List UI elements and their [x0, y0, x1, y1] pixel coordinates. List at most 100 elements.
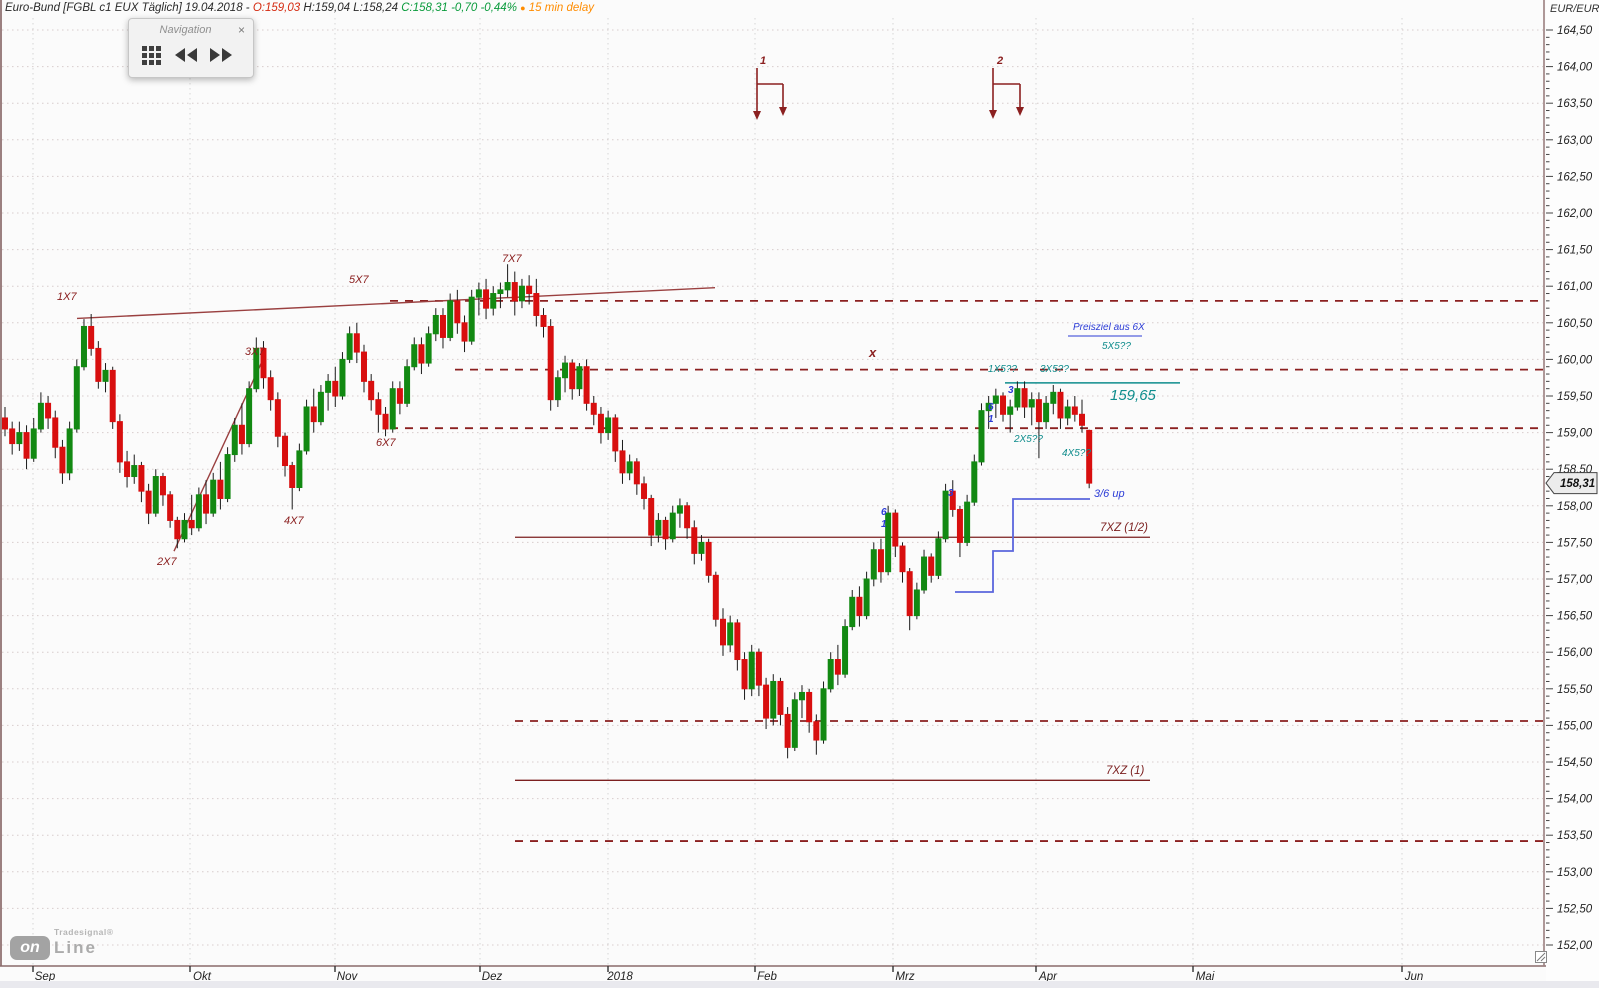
price-tick-label: 160,00 [1557, 354, 1593, 366]
candle-body [325, 380, 332, 393]
candle-body [131, 465, 138, 478]
candle-body [282, 435, 289, 467]
step-line-group: 3/6 up [955, 488, 1125, 593]
candle-body [684, 505, 691, 529]
x5-label: 4X5?? [1062, 448, 1091, 459]
candle-body [935, 538, 942, 576]
candle-body [633, 461, 640, 485]
month-label: Sep [35, 971, 56, 983]
candle-body [274, 399, 281, 437]
price-tick-label: 164,50 [1557, 25, 1593, 37]
step-line[interactable] [955, 498, 1090, 593]
candle-body [37, 402, 44, 430]
candle-body [1000, 395, 1007, 415]
candle-body [203, 494, 210, 514]
candle-body [777, 680, 784, 715]
candle-body [361, 351, 367, 382]
candle-body [1064, 406, 1071, 419]
instrument-name: Euro-Bund [FGBL c1 EUX Täglich] 19.04.20… [5, 2, 253, 14]
rewind-icon [175, 48, 197, 62]
open-value: O:159,03 [252, 2, 301, 14]
candle-body [705, 541, 712, 576]
arrow-head-icon [989, 110, 997, 119]
candle-body [1021, 388, 1028, 408]
arrow-number: 2 [996, 55, 1003, 67]
scroll-forward-button[interactable] [208, 44, 234, 66]
candle-body [755, 651, 762, 686]
price-axis[interactable]: EUR/EUR 164,50 164,00 163,50 163,00 162,50 162… [1546, 3, 1599, 952]
candle-body [174, 519, 181, 540]
candle-body [511, 282, 518, 302]
trendline[interactable] [76, 286, 716, 320]
navigation-panel-title: Navigation [159, 23, 212, 36]
down-arrow-annotation[interactable]: 2 [989, 55, 1024, 119]
candle-body [346, 333, 353, 360]
resize-corner-handle[interactable] [1535, 951, 1547, 963]
chart-title-bar: Euro-Bund [FGBL c1 EUX Täglich] 19.04.20… [5, 2, 594, 14]
candle-body [1057, 391, 1064, 419]
candle-body [475, 289, 482, 298]
candle-body [404, 366, 411, 404]
candle-body [1007, 406, 1014, 415]
price-tick-label: 162,00 [1557, 208, 1593, 220]
signal-number: 1 [881, 519, 887, 530]
candle-body [353, 333, 360, 353]
candle-body [763, 684, 770, 719]
time-axis[interactable]: Sep Okt Nov Dez 2018 Feb Mrz Apr Mai Jun [32, 966, 1423, 983]
candle-body [1043, 402, 1050, 423]
candle-body [504, 282, 511, 291]
close-icon[interactable]: × [237, 22, 245, 37]
candle-body [820, 688, 827, 741]
candle-body [253, 347, 260, 390]
candle-body [490, 293, 497, 309]
signal-number: 3 [1008, 385, 1014, 396]
candle-body [1071, 406, 1078, 415]
grid-layout-button[interactable] [138, 44, 164, 66]
candle-body [195, 494, 202, 529]
candle-body [1028, 399, 1035, 408]
price-tick-label: 164,00 [1557, 62, 1593, 74]
candle-body [1014, 388, 1021, 408]
price-tick-label: 159,00 [1557, 428, 1593, 440]
delay-bullet-icon: ● [520, 3, 526, 13]
price-tick-label: 156,00 [1557, 647, 1593, 659]
price-tick-label: 153,00 [1557, 867, 1593, 879]
level-label: 7XZ (1) [1106, 765, 1145, 777]
candle-body [612, 417, 619, 452]
price-levels: 7XZ (1/2) 7XZ (1) [76, 286, 1543, 842]
arrow-number: 1 [760, 55, 766, 67]
x7-label: 3X7 [245, 346, 265, 358]
month-label: Mai [1196, 971, 1215, 983]
candle-body [238, 424, 245, 445]
candle-body [770, 680, 777, 719]
candle-body [569, 362, 576, 390]
candle-body [798, 691, 805, 701]
candle-body [1035, 399, 1042, 423]
candle-body [332, 380, 339, 397]
month-label: Mrz [895, 971, 914, 983]
x7-label: 7X7 [502, 253, 522, 265]
candle-body [892, 512, 899, 547]
price-tick-label: 152,00 [1557, 940, 1593, 952]
signal-number: 6 [881, 507, 887, 518]
x7-label: 4X7 [284, 515, 304, 527]
candle-body [992, 395, 999, 404]
down-arrow-annotation[interactable]: 1 [753, 55, 787, 120]
target-line-group: 159,65 [1005, 382, 1180, 404]
candle-body [619, 450, 626, 474]
level-label: 7XZ (1/2) [1100, 522, 1148, 534]
signal-number: 1 [988, 414, 994, 425]
price-tick-label: 157,50 [1557, 537, 1593, 549]
candle-body [648, 497, 655, 536]
candle-body [289, 465, 296, 489]
candle-body [641, 483, 648, 499]
candle-body [303, 406, 310, 452]
candle-body [167, 494, 174, 521]
candle-body [964, 501, 971, 543]
candle-body [518, 285, 525, 302]
scroll-back-button[interactable] [173, 44, 199, 66]
candle-body [1050, 391, 1057, 404]
resize-diagonal-icon [1536, 952, 1546, 962]
